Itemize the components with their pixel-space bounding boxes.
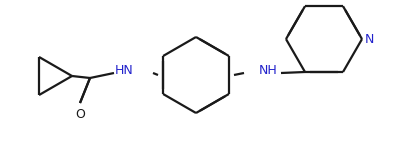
Text: HN: HN xyxy=(114,64,133,78)
Text: N: N xyxy=(365,33,375,46)
Text: O: O xyxy=(75,108,85,121)
Text: NH: NH xyxy=(259,64,278,78)
